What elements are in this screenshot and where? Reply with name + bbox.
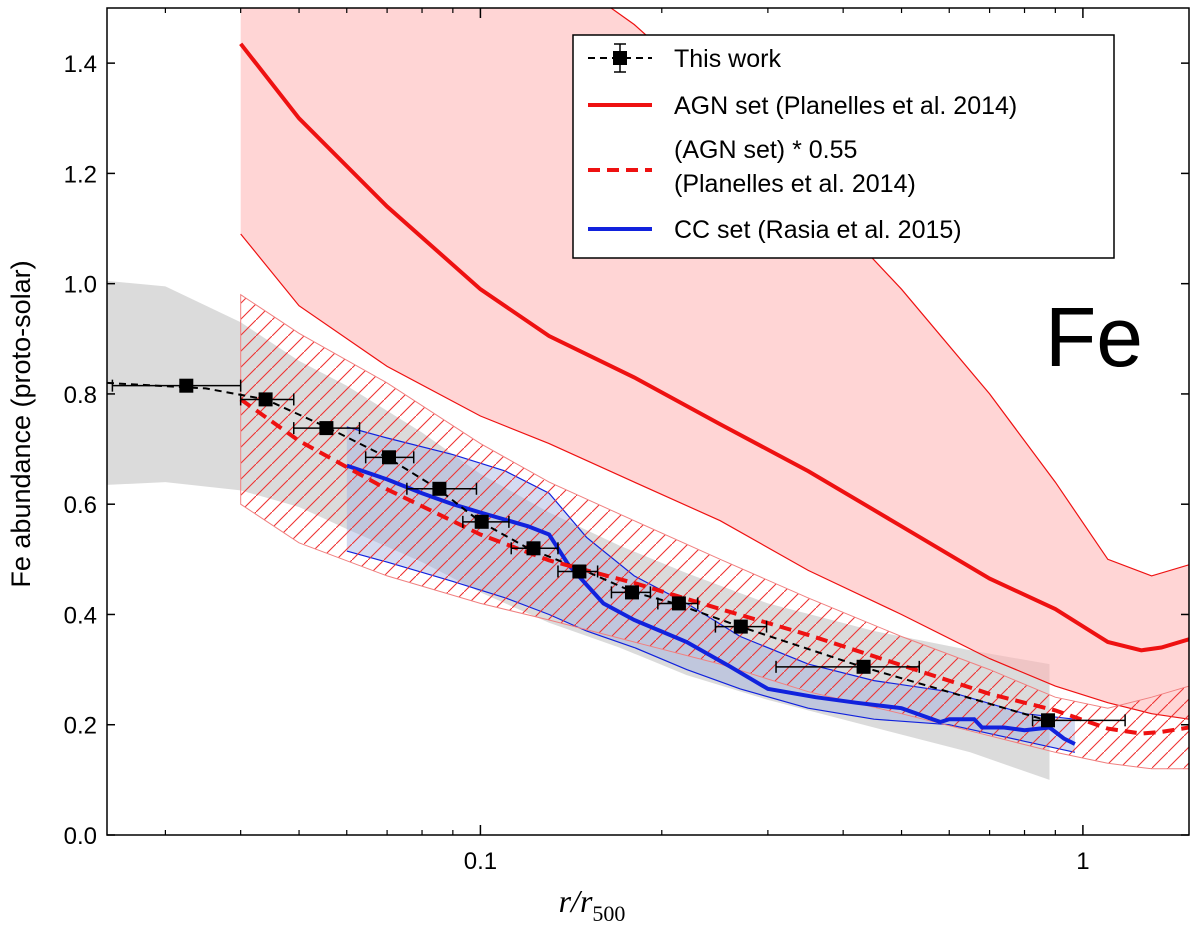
data-point-3: [293, 421, 361, 436]
y-axis-ticks: 0.0 0.2 0.4 0.6 0.8 1.0 1.2 1.4: [64, 51, 1189, 850]
data-point-2: [239, 392, 295, 407]
legend-swatch-square-marker: [613, 51, 627, 65]
legend-entry-this-work: This work: [588, 43, 781, 73]
agn-scaled-hatched-band: [240, 293, 1189, 770]
y-tick-label: 1.0: [64, 272, 97, 299]
legend-entry-agn-scaled: (AGN set) * 0.55 (Planelles et al. 2014): [588, 136, 916, 198]
data-point-7: [510, 541, 559, 556]
legend: This work AGN set (Planelles et al. 2014…: [572, 34, 1115, 259]
data-point-10: [657, 596, 699, 611]
square-marker: [432, 481, 447, 496]
agn-band: [240, 8, 1189, 720]
x-axis-ticks: 0.1 1: [164, 8, 1090, 875]
this-work-fit-line: [107, 381, 1047, 722]
square-marker: [1041, 713, 1055, 728]
x-tick-label: 1: [1076, 848, 1089, 875]
agn-band-lower-edge: [240, 233, 1189, 720]
y-tick-label: 0.6: [64, 492, 97, 519]
data-point-12: [775, 659, 920, 674]
square-marker: [671, 596, 686, 611]
y-tick-label: 1.2: [64, 161, 97, 188]
data-point-5: [406, 481, 478, 496]
legend-label-agn: AGN set (Planelles et al. 2014): [674, 92, 1017, 120]
data-point-13: [1031, 713, 1126, 728]
y-tick-label: 0.4: [64, 602, 97, 629]
series-lines: [107, 42, 1189, 746]
agn-scaled-dashed-line: [239, 397, 1189, 736]
legend-label-cc: CC set (Rasia et al. 2015): [674, 216, 962, 244]
legend-label-agn-scaled: (AGN set) * 0.55: [674, 136, 857, 164]
element-annotation: Fe: [1045, 290, 1143, 384]
square-marker: [258, 392, 273, 407]
y-tick-label: 0.0: [64, 823, 97, 850]
y-tick-label: 0.2: [64, 713, 97, 740]
x-tick-label: 0.1: [464, 848, 497, 875]
legend-entry-cc: CC set (Rasia et al. 2015): [588, 216, 962, 244]
y-tick-label: 1.4: [64, 51, 97, 78]
legend-box: [572, 34, 1115, 259]
legend-entry-agn: AGN set (Planelles et al. 2014): [588, 92, 1017, 120]
data-point-6: [462, 514, 510, 529]
y-tick-label: 0.8: [64, 382, 97, 409]
agn-line: [239, 42, 1189, 653]
square-marker: [179, 378, 194, 393]
square-marker: [319, 421, 334, 436]
data-points: [111, 378, 1126, 728]
square-marker: [474, 514, 489, 529]
square-marker: [856, 659, 871, 674]
square-marker: [733, 619, 748, 634]
plot-frame: [106, 7, 1190, 836]
square-marker: [526, 541, 541, 556]
square-marker: [625, 585, 639, 600]
square-marker: [572, 564, 587, 579]
square-marker: [382, 450, 396, 465]
data-point-4: [364, 450, 415, 465]
y-axis-label: Fe abundance (proto-solar): [6, 260, 36, 587]
legend-label-agn-scaled-ref: (Planelles et al. 2014): [674, 170, 916, 198]
cc-line: [346, 463, 1076, 746]
x-axis-label-subscript: 500: [592, 901, 625, 926]
data-point-1: [111, 378, 242, 393]
x-axis-label-main: r/r: [559, 883, 593, 919]
legend-label-this-work: This work: [674, 45, 781, 73]
data-point-9: [610, 585, 652, 600]
data-point-8: [557, 564, 599, 579]
x-axis-label: r/r500: [559, 883, 626, 926]
data-point-11: [714, 619, 768, 634]
